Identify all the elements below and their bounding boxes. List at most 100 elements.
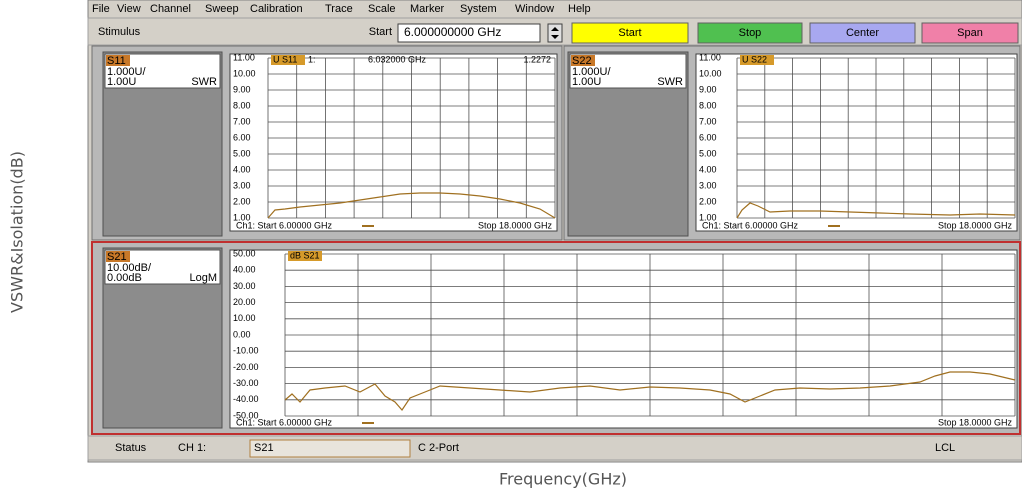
status-bar (87, 435, 1022, 461)
y-tick-label: 7.00 (233, 116, 251, 126)
y-tick-label: 0.00 (233, 329, 251, 339)
marker-value: 1.2272 (523, 54, 551, 64)
format: SWR (657, 76, 683, 88)
marker: 1: (308, 54, 316, 64)
y-tick-label: 1.00 (699, 212, 717, 222)
start-freq: Ch1: Start 6.00000 GHz (702, 220, 799, 230)
menu-item[interactable]: File (92, 3, 110, 15)
button[interactable] (571, 22, 689, 44)
plot-area (229, 249, 1018, 429)
button-label: Span (957, 27, 983, 39)
spinner[interactable] (547, 23, 563, 43)
param-tag (571, 55, 595, 66)
trace-label: dB S21 (290, 250, 320, 260)
start-input[interactable] (397, 23, 541, 43)
button-label: Center (846, 27, 879, 39)
menu-item[interactable]: Sweep (205, 3, 239, 15)
y-tick-label: -30.00 (233, 378, 259, 388)
param-tag (106, 55, 130, 66)
plot-area (229, 53, 558, 232)
status-label: Status (115, 442, 147, 454)
menu-item[interactable]: Help (568, 3, 591, 15)
scale: 1.000U/ (572, 66, 611, 78)
param: S22 (572, 55, 592, 67)
y-tick-label: -10.00 (233, 346, 259, 356)
y-tick-label: 7.00 (699, 116, 717, 126)
y-tick-label: 1.00 (233, 212, 251, 222)
trace-tag (271, 55, 305, 65)
y-tick-label: 20.00 (233, 297, 256, 307)
y-tick-label: 3.00 (233, 180, 251, 190)
trace-label: U S11 (273, 54, 297, 64)
y-tick-label: 8.00 (699, 100, 717, 110)
button[interactable] (921, 22, 1019, 44)
start-freq: Ch1: Start 6.00000 GHz (236, 417, 333, 427)
start-label: Start (369, 26, 392, 38)
button[interactable] (697, 22, 803, 44)
menu-item[interactable]: Calibration (250, 3, 303, 15)
menu-item[interactable]: View (117, 3, 141, 15)
button-label: Stop (739, 27, 762, 39)
format: SWR (191, 76, 217, 88)
start-freq: Ch1: Start 6.00000 GHz (236, 220, 333, 230)
menu-item[interactable]: Trace (325, 3, 353, 15)
trace (736, 202, 1016, 219)
toolbar-label: Stimulus (98, 26, 141, 38)
y-tick-label: 10.00 (233, 68, 256, 78)
scale: 1.000U/ (107, 66, 146, 78)
menu-item[interactable]: Marker (410, 3, 445, 15)
format: LogM (189, 272, 217, 284)
y-tick-label: 4.00 (699, 164, 717, 174)
y-tick-label: -20.00 (233, 362, 259, 372)
y-tick-label: 50.00 (233, 248, 256, 258)
y-tick-label: 11.00 (233, 52, 255, 62)
y-tick-label: 5.00 (233, 148, 251, 158)
status-channel: CH 1: (178, 442, 206, 454)
param: S21 (107, 251, 127, 263)
marker-freq: 6.032000 GHz (368, 54, 427, 64)
trace-label: U S22 (742, 54, 767, 64)
scale: 10.00dB/ (107, 262, 152, 274)
y-tick-label: -50.00 (233, 410, 259, 420)
y-tick-label: 9.00 (233, 84, 251, 94)
reference: 1.00U (107, 76, 136, 88)
trace-tag (288, 251, 322, 261)
reference: 0.00dB (107, 272, 142, 284)
start-value: 6.000000000 GHz (404, 25, 501, 39)
y-tick-label: 3.00 (699, 180, 717, 190)
trace-tag (740, 55, 774, 65)
y-axis-label: VSWR&Isolation(dB) (8, 151, 27, 313)
plot-area (695, 53, 1018, 232)
y-tick-label: 40.00 (233, 265, 256, 275)
trace (284, 371, 1016, 411)
button-label: Start (618, 27, 641, 39)
y-tick-label: 9.00 (699, 84, 717, 94)
y-tick-label: 10.00 (699, 68, 722, 78)
y-tick-label: 6.00 (233, 132, 251, 142)
status-mode: C 2-Port (418, 442, 459, 454)
y-tick-label: 30.00 (233, 281, 256, 291)
status-remote: LCL (935, 442, 955, 454)
button[interactable] (809, 22, 916, 44)
x-axis-label: Frequency(GHz) (499, 470, 627, 489)
menu-item[interactable]: Window (515, 3, 554, 15)
stop-freq: Stop 18.0000 GHz (478, 220, 553, 230)
y-tick-label: 6.00 (699, 132, 717, 142)
status-field (249, 439, 411, 458)
reference: 1.00U (572, 76, 601, 88)
y-tick-label: 2.00 (233, 196, 251, 206)
y-tick-label: 4.00 (233, 164, 251, 174)
menu-item[interactable]: Channel (150, 3, 191, 15)
menu-item[interactable]: System (460, 3, 497, 15)
param-tag (106, 251, 130, 262)
y-tick-label: 10.00 (233, 313, 256, 323)
menu-item[interactable]: Scale (368, 3, 396, 15)
trace (267, 192, 556, 219)
status-param: S21 (254, 442, 274, 454)
y-tick-label: 8.00 (233, 100, 251, 110)
spinner-arrows (551, 27, 559, 39)
info-text-box (104, 53, 221, 89)
y-tick-label: 11.00 (699, 52, 721, 62)
stop-freq: Stop 18.0000 GHz (938, 220, 1013, 230)
